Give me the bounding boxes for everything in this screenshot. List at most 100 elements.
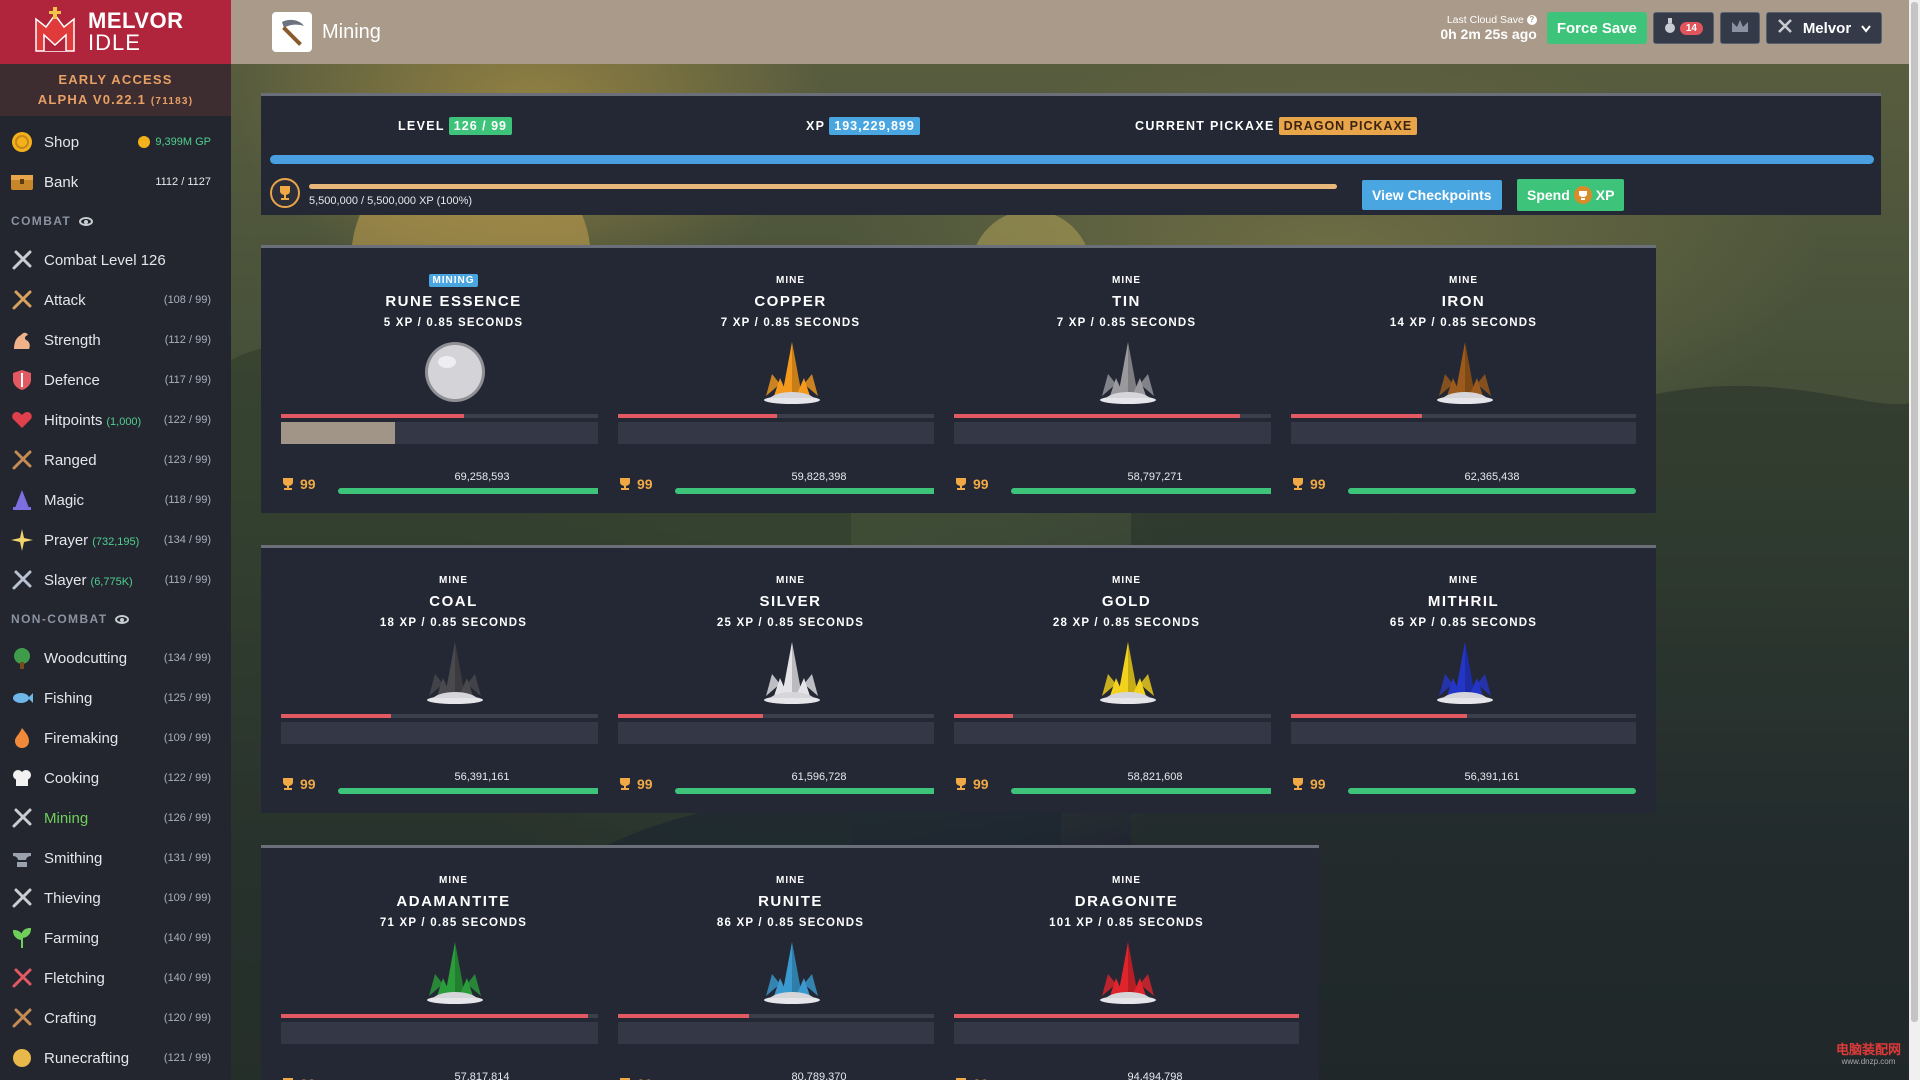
rock-name: COAL bbox=[429, 593, 478, 610]
sidebar-item-woodcutting[interactable]: Woodcutting (134 / 99) bbox=[0, 638, 231, 678]
skill-level-text: (131 / 99) bbox=[163, 852, 211, 864]
rock-card-rune-essence[interactable]: MINING RUNE ESSENCE 5 XP / 0.85 SECONDS 99 6… bbox=[261, 245, 646, 513]
sidebar-item-label: Woodcutting bbox=[44, 649, 128, 667]
chef-hat-icon bbox=[10, 766, 34, 790]
mastery-level-value: 99 bbox=[637, 476, 653, 492]
dragonite-rock-icon[interactable] bbox=[1094, 938, 1162, 1006]
silver-rock-icon[interactable] bbox=[758, 638, 826, 706]
mastery-xp: 62,365,438 bbox=[1464, 471, 1520, 483]
mastery-xp: 80,789,370 bbox=[791, 1071, 847, 1080]
mining-progress-bar bbox=[618, 722, 963, 744]
trophy-icon bbox=[283, 778, 293, 790]
user-menu-button[interactable]: Melvor bbox=[1766, 12, 1882, 44]
mastery-level: 99 bbox=[281, 776, 316, 792]
rune-essence-rock-icon[interactable] bbox=[421, 338, 489, 406]
rock-hp-fill bbox=[954, 414, 1241, 418]
gold-rock-icon[interactable] bbox=[1094, 638, 1162, 706]
tin-rock-icon[interactable] bbox=[1094, 338, 1162, 406]
sidebar-item-label: Runecrafting bbox=[44, 1049, 130, 1067]
mastery-xp: 69,258,593 bbox=[454, 471, 510, 483]
trophy-icon bbox=[1573, 186, 1592, 204]
rock-card-gold[interactable]: MINE GOLD 28 XP / 0.85 SECONDS 99 58,821,608 bbox=[934, 545, 1319, 813]
shield-icon bbox=[10, 368, 34, 392]
rock-hp-fill bbox=[954, 714, 1013, 718]
rock-card-dragonite[interactable]: MINE DRAGONITE 101 XP / 0.85 SECONDS 99 94,4… bbox=[934, 845, 1319, 1080]
mithril-rock-icon[interactable] bbox=[1431, 638, 1499, 706]
sidebar-item-runecrafting[interactable]: Runecrafting (121 / 99) bbox=[0, 1038, 231, 1078]
view-checkpoints-button[interactable]: View Checkpoints bbox=[1362, 180, 1502, 210]
sprout-icon bbox=[10, 926, 34, 950]
sidebar-item-label-text: Prayer bbox=[44, 531, 89, 549]
sidebar-item-crafting[interactable]: Crafting (120 / 99) bbox=[0, 998, 231, 1038]
gp-coin-icon bbox=[136, 134, 152, 150]
eye-icon[interactable] bbox=[79, 216, 94, 226]
rock-card-mithril[interactable]: MINE MITHRIL 65 XP / 0.85 SECONDS 99 56,391,… bbox=[1271, 545, 1656, 813]
rock-card-runite[interactable]: MINE RUNITE 86 XP / 0.85 SECONDS 99 80,789,3… bbox=[598, 845, 983, 1080]
sidebar-item-defence[interactable]: Defence (117 / 99) bbox=[0, 360, 231, 400]
sidebar-item-label: Slayer (6,775K) bbox=[44, 572, 165, 589]
watermark-line1: 电脑装配网 bbox=[1836, 1042, 1902, 1057]
sidebar-item-thieving[interactable]: Thieving (109 / 99) bbox=[0, 878, 231, 918]
rock-action-tag: MINE bbox=[934, 875, 1319, 886]
trophy-icon bbox=[620, 778, 630, 790]
sidebar: MELVOR IDLE EARLY ACCESS ALPHA V0.22.1 (… bbox=[0, 0, 231, 1080]
sidebar-item-label: Cooking bbox=[44, 769, 100, 787]
rock-xp-rate: 14 XP / 0.85 SECONDS bbox=[1389, 317, 1538, 329]
crown-button[interactable] bbox=[1720, 12, 1760, 44]
sidebar-item-combat-level-126[interactable]: Combat Level 126 bbox=[0, 240, 231, 280]
brand-header[interactable]: MELVOR IDLE bbox=[0, 0, 231, 64]
rock-xp-rate: 5 XP / 0.85 SECONDS bbox=[383, 317, 524, 329]
iron-rock-icon[interactable] bbox=[1431, 338, 1499, 406]
sidebar-item-magic[interactable]: Magic (118 / 99) bbox=[0, 480, 231, 520]
rock-card-silver[interactable]: MINE SILVER 25 XP / 0.85 SECONDS 99 61,596,7… bbox=[598, 545, 983, 813]
runite-rock-icon[interactable] bbox=[758, 938, 826, 1006]
cloud-save-time: 0h 2m 25s ago bbox=[1440, 26, 1537, 42]
scrollbar-thumb[interactable] bbox=[1911, 2, 1918, 1022]
rock-action-label: MINE bbox=[776, 875, 805, 886]
mastery-xp-bar bbox=[338, 788, 626, 794]
coal-rock-icon[interactable] bbox=[421, 638, 489, 706]
mastery-level-value: 99 bbox=[300, 776, 316, 792]
adamantite-rock-icon[interactable] bbox=[421, 938, 489, 1006]
sidebar-item-attack[interactable]: Attack (108 / 99) bbox=[0, 280, 231, 320]
force-save-button[interactable]: Force Save bbox=[1546, 12, 1647, 44]
sidebar-item-smithing[interactable]: Smithing (131 / 99) bbox=[0, 838, 231, 878]
copper-rock-icon[interactable] bbox=[758, 338, 826, 406]
rock-action-label: MINE bbox=[1449, 275, 1478, 286]
sidebar-item-prayer[interactable]: Prayer (732,195) (134 / 99) bbox=[0, 520, 231, 560]
sidebar-item-hitpoints[interactable]: Hitpoints (1,000) (122 / 99) bbox=[0, 400, 231, 440]
sidebar-item-label: Farming bbox=[44, 929, 100, 947]
rock-card-coal[interactable]: MINE COAL 18 XP / 0.85 SECONDS 99 56,391,161 bbox=[261, 545, 646, 813]
help-icon[interactable]: ? bbox=[1526, 15, 1537, 26]
sidebar-item-fishing[interactable]: Fishing (125 / 99) bbox=[0, 678, 231, 718]
sidebar-item-label: Combat Level 126 bbox=[44, 251, 166, 269]
sidebar-item-mining[interactable]: Mining (126 / 99) bbox=[0, 798, 231, 838]
rock-hp-fill bbox=[618, 1014, 750, 1018]
mastery-level: 99 bbox=[618, 776, 653, 792]
sidebar-item-fletching[interactable]: Fletching (140 / 99) bbox=[0, 958, 231, 998]
sidebar-item-ranged[interactable]: Ranged (123 / 99) bbox=[0, 440, 231, 480]
spend-mastery-xp-button[interactable]: Spend XP bbox=[1517, 179, 1625, 211]
rock-card-iron[interactable]: MINE IRON 14 XP / 0.85 SECONDS 99 62,365,438 bbox=[1271, 245, 1656, 513]
rock-xp-rate: 86 XP / 0.85 SECONDS bbox=[716, 917, 865, 929]
sidebar-item-label: Strength bbox=[44, 331, 101, 349]
skill-level-text: (123 / 99) bbox=[163, 454, 211, 466]
notifications-button[interactable]: 14 bbox=[1652, 12, 1714, 44]
sidebar-item-slayer[interactable]: Slayer (6,775K) (119 / 99) bbox=[0, 560, 231, 600]
page-scrollbar[interactable] bbox=[1909, 0, 1920, 1080]
rock-name: MITHRIL bbox=[1427, 593, 1500, 610]
sidebar-item-bank[interactable]: Bank 1112 / 1127 bbox=[0, 162, 231, 202]
rock-card-copper[interactable]: MINE COPPER 7 XP / 0.85 SECONDS 99 59,828,39… bbox=[598, 245, 983, 513]
mastery-xp: 56,391,161 bbox=[1464, 771, 1520, 783]
skill-level-text: (119 / 99) bbox=[164, 574, 211, 586]
sidebar-item-shop[interactable]: Shop 9,399M GP bbox=[0, 122, 231, 162]
sidebar-item-firemaking[interactable]: Firemaking (109 / 99) bbox=[0, 718, 231, 758]
eye-icon[interactable] bbox=[115, 614, 130, 624]
sidebar-item-cooking[interactable]: Cooking (122 / 99) bbox=[0, 758, 231, 798]
sidebar-item-farming[interactable]: Farming (140 / 99) bbox=[0, 918, 231, 958]
rock-card-tin[interactable]: MINE TIN 7 XP / 0.85 SECONDS 99 58,797,271 bbox=[934, 245, 1319, 513]
mastery-level-value: 99 bbox=[973, 1076, 989, 1080]
sidebar-item-strength[interactable]: Strength (112 / 99) bbox=[0, 320, 231, 360]
rock-card-adamantite[interactable]: MINE ADAMANTITE 71 XP / 0.85 SECONDS 99 57,8… bbox=[261, 845, 646, 1080]
watermark-line2: www.dnzp.com bbox=[1841, 1057, 1896, 1066]
